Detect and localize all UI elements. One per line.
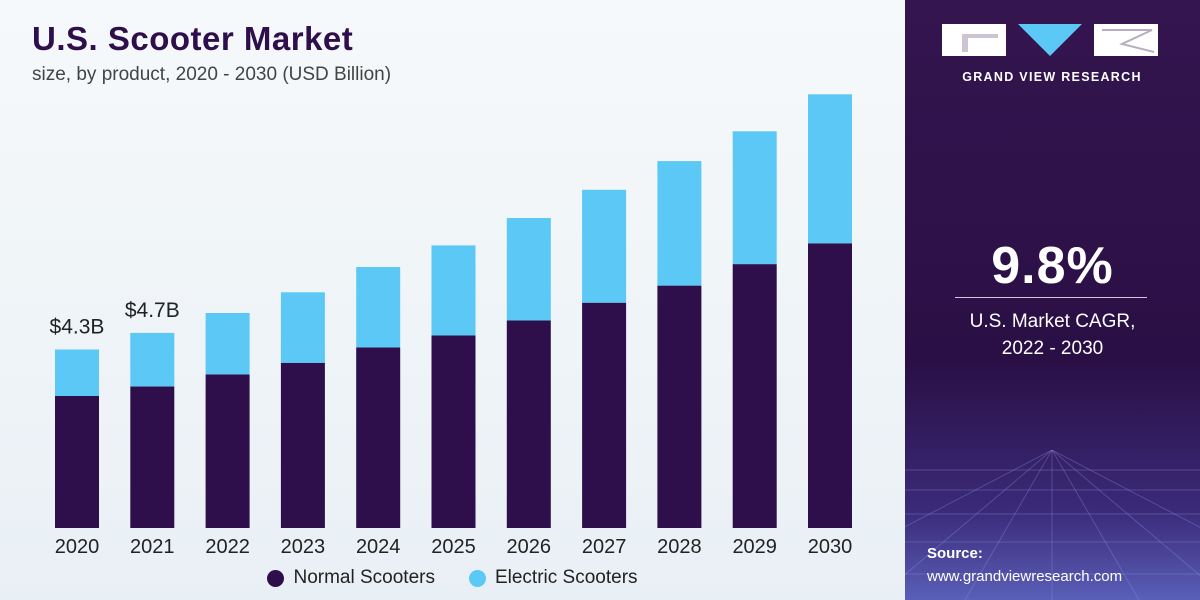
source-label: Source:: [927, 545, 983, 562]
legend-item-normal-scooters: Normal Scooters: [267, 567, 435, 589]
legend-swatch-electric-scooters: [468, 569, 486, 587]
chart-legend: Normal Scooters Electric Scooters: [0, 566, 905, 590]
x-tick-label-2020: 2020: [55, 536, 100, 558]
chart-panel: U.S. Scooter Market size, by product, 20…: [0, 0, 905, 600]
bar-normal-scooters-2021: [130, 386, 175, 528]
bar-normal-scooters-2025: [431, 335, 476, 528]
bar-electric-scooters-2028: [657, 161, 702, 286]
legend-label-electric-scooters: Electric Scooters: [494, 567, 638, 588]
legend-label-normal-scooters: Normal Scooters: [293, 567, 435, 588]
x-tick-label-2028: 2028: [657, 536, 702, 558]
bar-normal-scooters-2029: [732, 264, 777, 528]
cagr-label: U.S. Market CAGR, 2022 - 2030: [905, 308, 1200, 362]
bar-electric-scooters-2030: [808, 94, 852, 244]
data-label-2021: $4.7B: [125, 299, 180, 322]
chart-title: U.S. Scooter Market: [32, 20, 354, 57]
x-tick-label-2022: 2022: [205, 536, 250, 558]
bar-normal-scooters-2023: [280, 362, 325, 528]
bar-electric-scooters-2020: [55, 349, 99, 396]
data-label-2020: $4.3B: [50, 316, 105, 339]
bar-electric-scooters-2024: [356, 267, 401, 348]
bar-chart: $4.3B 2020 $4.7B 2021 2022 2023 2024 2025 2026 20…: [50, 94, 853, 558]
x-tick-label-2026: 2026: [507, 536, 552, 558]
cagr-label-line-2: 2022 - 2030: [1001, 338, 1104, 359]
logo-text: GRAND VIEW RESEARCH: [962, 70, 1142, 84]
side-panel: GRAND VIEW RESEARCH 9.8% U.S. Market CAG…: [905, 0, 1200, 600]
bar-normal-scooters-2030: [808, 243, 852, 529]
x-tick-label-2029: 2029: [732, 536, 777, 558]
cagr-label-line-1: U.S. Market CAGR,: [969, 311, 1136, 332]
x-tick-label-2021: 2021: [130, 536, 175, 558]
x-tick-label-2025: 2025: [431, 536, 476, 558]
bar-normal-scooters-2027: [582, 302, 627, 528]
grid-floor-decoration: [905, 450, 1200, 600]
x-tick-label-2024: 2024: [356, 536, 401, 558]
bar-normal-scooters-2028: [657, 285, 702, 528]
bar-electric-scooters-2027: [582, 189, 627, 303]
chart-subtitle: size, by product, 2020 - 2030 (USD Billi…: [32, 64, 392, 85]
bar-electric-scooters-2029: [732, 131, 777, 265]
legend-item-electric-scooters: Electric Scooters: [468, 567, 638, 589]
cagr-divider: [955, 297, 1147, 298]
cagr-value: 9.8%: [991, 237, 1114, 295]
x-tick-label-2030: 2030: [808, 536, 853, 558]
gvr-logo-icon: [942, 24, 1158, 56]
x-tick-label-2023: 2023: [281, 536, 326, 558]
bar-electric-scooters-2023: [280, 292, 325, 363]
bar-electric-scooters-2021: [130, 332, 175, 387]
bar-electric-scooters-2025: [431, 245, 476, 336]
bar-electric-scooters-2026: [506, 218, 551, 321]
source-url[interactable]: www.grandviewresearch.com: [927, 568, 1123, 585]
bar-normal-scooters-2022: [205, 374, 250, 528]
legend-swatch-normal-scooters: [267, 569, 285, 587]
bar-normal-scooters-2024: [356, 347, 401, 528]
bar-normal-scooters-2020: [55, 396, 99, 528]
bar-normal-scooters-2026: [506, 320, 551, 528]
x-tick-label-2027: 2027: [582, 536, 627, 558]
bar-electric-scooters-2022: [205, 313, 250, 375]
